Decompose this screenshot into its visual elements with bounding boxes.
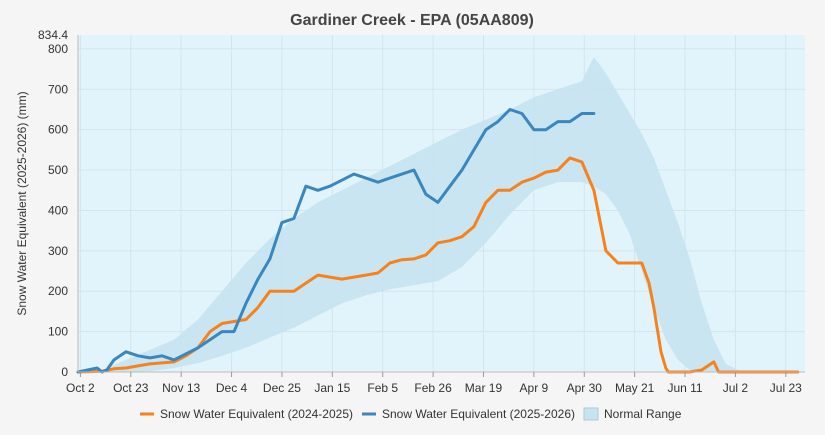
x-tick-label: Oct 23 bbox=[113, 381, 149, 395]
normal-range-layer bbox=[78, 56, 750, 372]
x-tick-label: Feb 5 bbox=[367, 381, 398, 395]
y-max-label: 834.4 bbox=[38, 28, 68, 42]
x-tick-label: Jul 23 bbox=[770, 381, 802, 395]
x-tick-label: Jan 15 bbox=[314, 381, 350, 395]
swe-2024-2025-line bbox=[76, 156, 800, 374]
normal-range-area bbox=[78, 56, 750, 372]
x-tick-label: Jul 2 bbox=[723, 381, 749, 395]
legend-swatch-area[interactable] bbox=[583, 407, 599, 421]
y-tick-label: 400 bbox=[48, 203, 68, 217]
legend[interactable]: Snow Water Equivalent (2024-2025) Snow Wa… bbox=[140, 407, 682, 421]
legend-label[interactable]: Snow Water Equivalent (2024-2025) bbox=[160, 407, 353, 421]
x-tick-label: Apr 30 bbox=[567, 381, 603, 395]
x-tick-label: Apr 9 bbox=[520, 381, 549, 395]
x-tick-label: May 21 bbox=[615, 381, 655, 395]
x-tick-label: Nov 13 bbox=[162, 381, 200, 395]
x-tick-label: Mar 19 bbox=[465, 381, 503, 395]
y-tick-label: 100 bbox=[48, 325, 68, 339]
chart-title: Gardiner Creek - EPA (05AA809) bbox=[290, 12, 534, 29]
y-tick-label: 800 bbox=[48, 42, 68, 56]
y-tick-label: 700 bbox=[48, 82, 68, 96]
y-tick-label: 0 bbox=[61, 365, 68, 379]
x-tick-label: Dec 4 bbox=[216, 381, 248, 395]
x-tick-label: Oct 2 bbox=[66, 381, 95, 395]
y-tick-label: 300 bbox=[48, 244, 68, 258]
legend-label[interactable]: Snow Water Equivalent (2025-2026) bbox=[382, 407, 575, 421]
x-axis: Oct 2 Oct 23 Nov 13 Dec 4 Dec 25 Jan 15 Feb 5 F… bbox=[66, 371, 805, 395]
y-axis-label: Snow Water Equivalent (2025-2026) (mm) bbox=[15, 91, 29, 315]
y-tick-label: 500 bbox=[48, 163, 68, 177]
x-tick-label: Jun 11 bbox=[667, 381, 702, 395]
series-layer bbox=[76, 108, 800, 374]
y-tick-label: 200 bbox=[48, 284, 68, 298]
swe-2025-2026-line bbox=[76, 108, 596, 374]
y-tick-label: 600 bbox=[48, 123, 68, 137]
x-tick-label: Dec 25 bbox=[263, 381, 301, 395]
x-tick-label: Feb 26 bbox=[414, 381, 452, 395]
legend-label[interactable]: Normal Range bbox=[604, 407, 682, 421]
